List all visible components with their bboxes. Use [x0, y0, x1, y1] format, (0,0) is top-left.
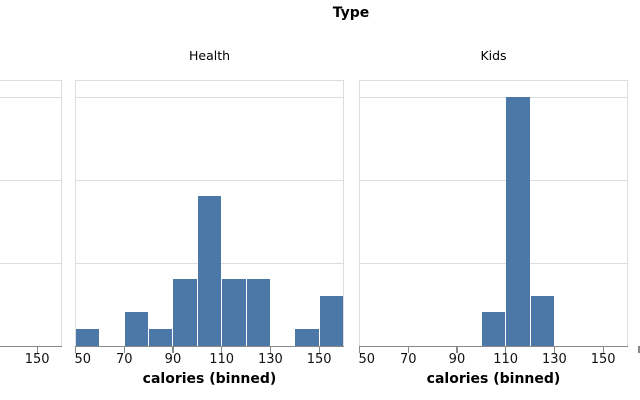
histogram-bar-kids-110: [506, 96, 530, 346]
panel-border-left-health: [75, 79, 76, 346]
gridline-y10-kids: [359, 179, 628, 181]
facet-header-health: Health: [188, 48, 231, 63]
gridline-y5-cropped-left: [0, 262, 62, 264]
x-tick-110-health: [221, 347, 223, 353]
gridline-y10-cropped-left: [0, 179, 62, 181]
histogram-bar-kids-100: [481, 312, 506, 346]
x-tick-label-90-kids: 90: [448, 351, 466, 367]
x-tick-150-health: [318, 347, 320, 353]
x-tick-90-kids: [456, 347, 458, 353]
x-tick-label-130-cropped-left: 130: [0, 352, 1, 367]
x-tick-50-health: [74, 347, 77, 353]
x-tick-150-kids: [602, 347, 604, 353]
x-tick-label-110-kids: 110: [493, 351, 519, 367]
panel-border-right-kids: [627, 79, 628, 346]
histogram-bar-health-100: [197, 196, 222, 346]
x-tick-110-kids: [505, 347, 507, 353]
gridline-y15-cropped-left: [0, 96, 62, 98]
x-axis-title-health: calories (binned): [142, 371, 277, 387]
x-axis-line-kids: [359, 345, 628, 347]
panel-border-top-kids: [359, 79, 628, 81]
x-axis-line-health: [75, 345, 344, 347]
histogram-bar-kids-120: [530, 295, 554, 346]
x-axis-line-cropped-left: [0, 345, 62, 347]
x-tick-label-150-kids: 150: [590, 351, 616, 367]
gridline-y15-health: [75, 96, 344, 98]
panel-border-top-cropped-left: [0, 79, 62, 81]
x-tick-label-90-health: 90: [164, 351, 182, 367]
x-tick-label-50-kids: 50: [358, 351, 376, 367]
x-tick-90-health: [172, 347, 174, 353]
x-axis-title-kids: calories (binned): [426, 371, 561, 387]
histogram-bar-health-140: [295, 328, 319, 346]
x-tick-label-130-kids: 130: [541, 351, 567, 367]
x-tick-label-70-kids: 70: [399, 351, 417, 367]
x-tick-label-110-health: 110: [209, 351, 235, 367]
x-tick-130-health: [269, 347, 271, 353]
cropped-right-axis-tick-fragment: [638, 345, 640, 353]
x-tick-label-150-health: 150: [306, 351, 332, 367]
histogram-bar-health-70: [124, 312, 149, 346]
histogram-bar-health-50: [76, 328, 100, 346]
histogram-bar-health-90: [173, 279, 197, 346]
chart-title: Type: [332, 5, 370, 21]
gridline-y10-health: [75, 179, 344, 181]
histogram-bar-health-80: [149, 328, 173, 346]
gridline-y15-kids: [359, 96, 628, 98]
panel-border-left-kids: [359, 79, 360, 346]
x-tick-150-cropped-left: [36, 347, 38, 353]
x-tick-70-kids: [407, 347, 409, 353]
histogram-bar-health-110: [222, 279, 246, 346]
gridline-y5-kids: [359, 262, 628, 264]
panel-border-right-cropped-left: [61, 79, 62, 346]
histogram-bar-health-120: [246, 279, 270, 346]
facet-header-kids: Kids: [480, 48, 507, 63]
panel-border-top-health: [75, 79, 344, 81]
x-tick-label-130-health: 130: [257, 351, 283, 367]
x-tick-label-150-cropped-left: 150: [24, 351, 50, 367]
histogram-bar-health-150: [319, 295, 343, 346]
x-tick-130-kids: [553, 347, 555, 353]
panel-border-right-health: [343, 79, 344, 346]
x-tick-70-health: [123, 347, 125, 353]
x-tick-label-70-health: 70: [115, 351, 133, 367]
x-tick-50-kids: [358, 347, 361, 353]
x-tick-label-50-health: 50: [74, 351, 92, 367]
